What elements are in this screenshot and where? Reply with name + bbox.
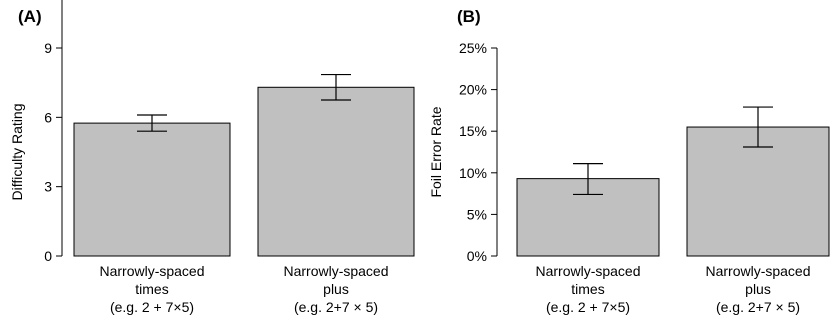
- panel-a-category-label: plus: [323, 281, 349, 297]
- panel-b-y-tick-label: 20%: [459, 82, 487, 98]
- panel-b-category-label: Narrowly-spaced: [535, 263, 640, 279]
- panel-b-category-label: Narrowly-spaced: [705, 263, 810, 279]
- panel-b-bar: [686, 126, 830, 257]
- panel-a-y-axis-label: Difficulty Rating: [9, 103, 25, 200]
- panel-a-y-tick-label: 9: [44, 40, 52, 56]
- panel-b-y-tick-label: 0%: [467, 248, 487, 264]
- panel-b-category-label: plus: [745, 281, 771, 297]
- panel-a-category-label: (e.g. 2 + 7×5): [110, 299, 194, 315]
- panel-b-category-label: (e.g. 2+7 × 5): [716, 299, 800, 315]
- panel-a-bar: [73, 122, 231, 257]
- panel-b-y-tick-label: 15%: [459, 123, 487, 139]
- panel-a-y-tick-label: 0: [44, 248, 52, 264]
- panel-a-category-label: times: [135, 281, 168, 297]
- panel-b-y-axis-label: Foil Error Rate: [428, 106, 444, 197]
- panel-a-bar: [257, 86, 415, 257]
- panel-a-category-label: (e.g. 2+7 × 5): [294, 299, 378, 315]
- panel-b-y-tick-label: 5%: [467, 206, 487, 222]
- panel-a-category-label: Narrowly-spaced: [283, 263, 388, 279]
- panel-a-label: (A): [18, 7, 42, 26]
- panel-b-y-tick-label: 10%: [459, 165, 487, 181]
- panel-b-y-tick-label: 25%: [459, 40, 487, 56]
- panel-b-category-label: times: [571, 281, 604, 297]
- panel-a-y-tick-label: 3: [44, 179, 52, 195]
- panel-a-category-label: Narrowly-spaced: [99, 263, 204, 279]
- panel-b-category-label: (e.g. 2 + 7×5): [546, 299, 630, 315]
- panel-a-y-tick-label: 6: [44, 109, 52, 125]
- panel-b-label: (B): [457, 7, 481, 26]
